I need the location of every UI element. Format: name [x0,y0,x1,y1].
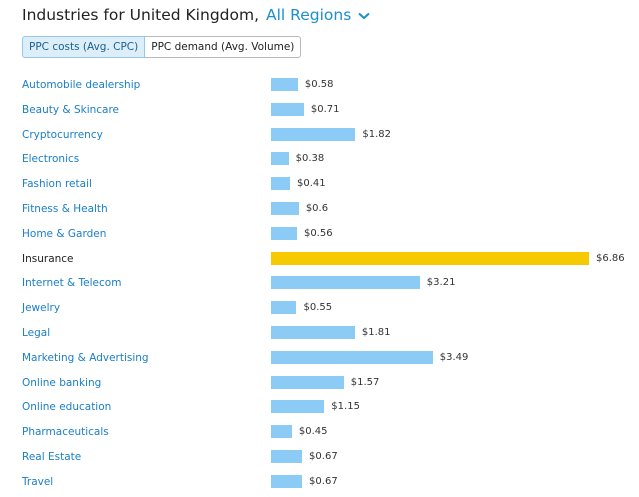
bar [271,78,298,91]
industry-row: Online education $1.15 [0,397,639,422]
bar [271,152,289,166]
industry-row: Legal $1.81 [0,323,639,348]
bar-value-label: $0.67 [309,475,338,487]
industry-bar-chart: Automobile dealership $0.58 Beauty & Skinc… [0,75,639,497]
industry-row: Marketing & Advertising $3.49 [0,348,639,373]
bar [271,251,589,265]
industry-label[interactable]: Electronics [22,153,80,166]
bar-value-label: $3.21 [426,277,456,289]
bar-value-label: $0.58 [304,79,334,90]
industry-row: Fitness & Health $0.6 [0,199,639,224]
industry-row: Online banking $1.57 [0,373,639,398]
industry-label[interactable]: Fitness & Health [22,202,108,215]
page-title: Industries for United Kingdom, [22,6,260,24]
bar [271,301,297,315]
bar-value-label: $0.45 [298,426,328,438]
bar [271,177,290,191]
industry-row: Jewelry $0.55 [0,298,639,323]
industry-label[interactable]: Legal [22,326,51,339]
bar-value-label: $0.55 [303,302,333,314]
bar-value-label: $1.81 [361,326,391,338]
industry-label: Insurance [22,252,74,265]
bar [271,375,344,389]
industry-row: Home & Garden $0.56 [0,224,639,249]
bar [271,276,420,290]
bar-value-label: $6.86 [596,252,625,264]
industry-row: Electronics $0.38 [0,149,639,174]
bar [271,449,303,463]
industry-label[interactable]: Beauty & Skincare [22,103,120,116]
chevron-down-icon[interactable] [358,12,370,20]
bar [271,400,325,414]
bar [271,226,297,240]
bar-value-label: $0.56 [303,227,333,239]
page-header: Industries for United Kingdom, All Regio… [22,6,370,24]
bar [271,102,304,116]
industry-label[interactable]: Internet & Telecom [22,277,122,290]
bar-value-label: $1.57 [350,376,380,388]
bar [271,325,355,339]
region-selector[interactable]: All Regions [266,6,352,24]
bar-value-label: $0.6 [305,202,329,214]
bar-value-label: $3.49 [439,351,469,363]
industry-row: Travel $0.67 [0,472,639,497]
industry-label[interactable]: Home & Garden [22,227,107,240]
bar [271,127,356,141]
bar [271,201,299,215]
tab-ppc-costs[interactable]: PPC costs (Avg. CPC) [22,36,146,58]
industry-row: Real Estate $0.67 [0,447,639,472]
industry-label[interactable]: Marketing & Advertising [22,351,149,364]
industry-label[interactable]: Jewelry [22,302,61,315]
industry-row: Beauty & Skincare $0.71 [0,100,639,125]
bar-value-label: $0.67 [309,450,338,462]
bar-value-label: $1.15 [331,401,360,413]
bar-value-label: $0.38 [295,153,325,165]
industry-row: Internet & Telecom $3.21 [0,273,639,298]
bar [271,474,303,488]
industry-row: Cryptocurrency $1.82 [0,125,639,150]
industry-row: Pharmaceuticals $0.45 [0,422,639,447]
tab-ppc-demand[interactable]: PPC demand (Avg. Volume) [145,36,302,58]
bar-value-label: $1.82 [362,128,391,140]
industry-label[interactable]: Fashion retail [22,178,92,191]
industry-label[interactable]: Cryptocurrency [22,128,103,141]
industry-label[interactable]: Travel [22,475,54,488]
industry-label[interactable]: Real Estate [22,450,82,463]
bar [271,425,292,439]
industry-row: Insurance $6.86 [0,249,639,274]
metric-tabs: PPC costs (Avg. CPC) PPC demand (Avg. Vo… [22,36,302,58]
bar-value-label: $0.41 [297,178,326,190]
industry-label[interactable]: Online banking [22,376,102,389]
industry-label[interactable]: Online education [22,401,112,414]
industry-row: Automobile dealership $0.58 [0,75,639,100]
industry-label[interactable]: Pharmaceuticals [22,426,109,439]
industry-row: Fashion retail $0.41 [0,174,639,199]
bar [271,350,433,364]
bar-value-label: $0.71 [310,103,340,115]
industry-label[interactable]: Automobile dealership [22,79,141,91]
